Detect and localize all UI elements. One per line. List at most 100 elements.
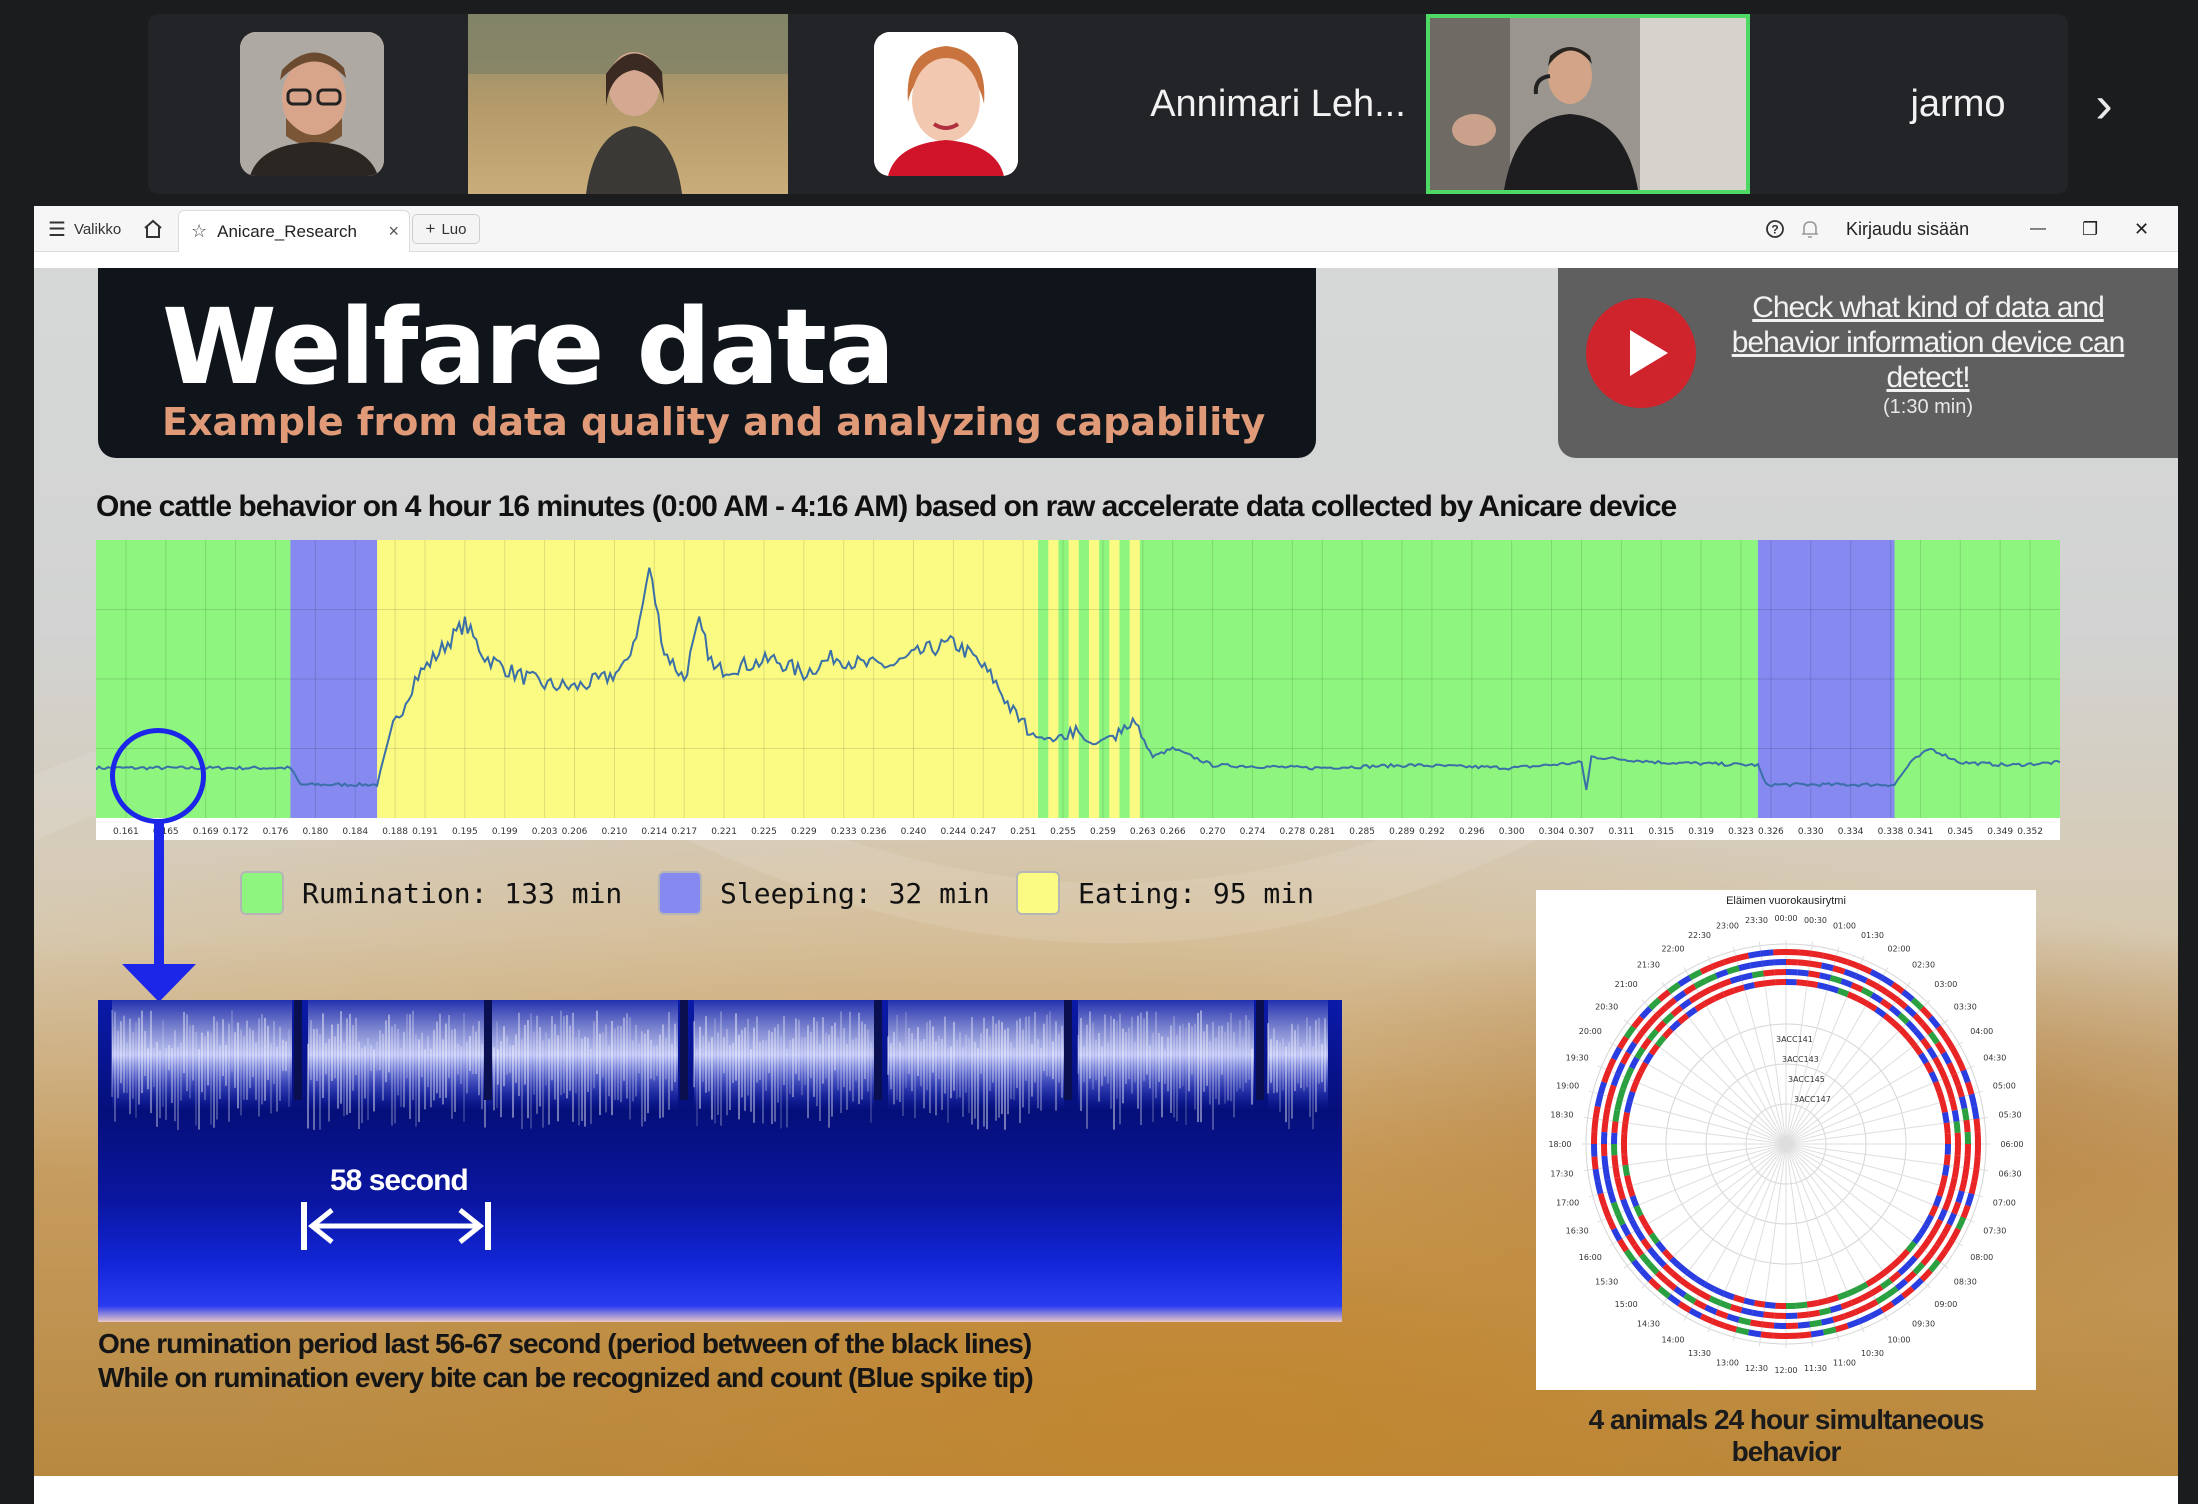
tab-close-icon[interactable]: × xyxy=(388,221,399,241)
participant-name[interactable]: Annimari Leh... xyxy=(1150,82,1406,125)
behavior-arc xyxy=(1865,1298,1879,1310)
video-link[interactable]: Check what kind of data and behavior inf… xyxy=(1731,291,2126,394)
behavior-arc xyxy=(1943,1238,1955,1253)
active-speaker-video[interactable] xyxy=(1426,14,1750,194)
help-icon[interactable]: ? xyxy=(1764,206,1786,252)
x-tick-label: 0.206 xyxy=(562,827,588,837)
hour-label: 23:30 xyxy=(1745,916,1768,925)
behavior-band xyxy=(1068,540,1080,818)
polar-spoke xyxy=(1588,1090,1787,1145)
hour-label: 19:30 xyxy=(1566,1054,1589,1063)
behavior-arc xyxy=(1735,1326,1750,1336)
behavior-arc xyxy=(1923,1061,1934,1074)
x-tick-label: 0.259 xyxy=(1090,827,1116,837)
behavior-arc xyxy=(1667,1293,1681,1307)
behavior-arc xyxy=(1629,1080,1640,1093)
tab-anicare-research[interactable]: ☆ Anicare_Research × xyxy=(178,210,410,252)
x-tick-label: 0.236 xyxy=(861,827,887,837)
behavior-arc xyxy=(1935,1025,1949,1039)
polar-spoke xyxy=(1732,946,1787,1145)
behavior-arc xyxy=(1607,1084,1617,1098)
title-box: Welfare data Example from data quality a… xyxy=(98,268,1316,458)
behavior-arc xyxy=(1928,1243,1940,1257)
behavior-arc xyxy=(1617,1035,1629,1050)
new-tab-label: Luo xyxy=(441,220,467,238)
participant-video[interactable] xyxy=(468,14,788,194)
hour-label: 06:00 xyxy=(2000,1140,2023,1149)
behavior-arc xyxy=(1913,1028,1925,1042)
behavior-arc xyxy=(1949,1098,1958,1112)
behavior-arc xyxy=(1822,952,1837,962)
x-tick-label: 0.326 xyxy=(1758,827,1784,837)
star-icon[interactable]: ☆ xyxy=(191,221,208,241)
legend-swatch xyxy=(240,871,284,915)
play-icon[interactable] xyxy=(1586,298,1696,408)
login-button[interactable]: Kirjaudu sisään xyxy=(1846,218,1970,239)
behavior-arc xyxy=(1955,1216,1967,1231)
behavior-arc xyxy=(1951,1109,1960,1122)
behavior-arc xyxy=(1806,1299,1819,1308)
behavior-arc xyxy=(1937,1208,1948,1222)
x-tick-label: 0.341 xyxy=(1908,827,1934,837)
hour-label: 02:00 xyxy=(1887,944,1910,953)
minimize-button[interactable]: — xyxy=(2030,220,2046,237)
behavior-arc xyxy=(1715,1309,1729,1320)
behavior-arc xyxy=(1827,1294,1840,1304)
behavior-arc xyxy=(1869,1307,1884,1319)
behavior-arc xyxy=(1920,1022,1933,1036)
behavior-arc xyxy=(1890,1256,1903,1269)
behavior-arc xyxy=(1796,1311,1809,1319)
period-divider xyxy=(874,1000,882,1100)
behavior-arc xyxy=(1760,1331,1774,1339)
behavior-arc xyxy=(1882,1013,1895,1025)
behavior-arc xyxy=(1951,1201,1962,1215)
behavior-arc xyxy=(1655,1240,1667,1253)
behavior-arc xyxy=(1735,952,1750,962)
polar-spoke xyxy=(1785,1143,1931,1289)
x-tick-label: 0.188 xyxy=(382,827,408,837)
behavior-arc xyxy=(1693,1298,1707,1310)
hour-label: 05:00 xyxy=(1993,1082,2016,1091)
behavior-arc xyxy=(1894,997,1908,1010)
arrow-shaft xyxy=(154,823,164,966)
behavior-band xyxy=(1038,540,1049,818)
new-tab-button[interactable]: + Luo xyxy=(412,214,480,244)
behavior-arc xyxy=(1673,990,1687,1002)
participant-name[interactable]: jarmo xyxy=(1910,82,2006,125)
restore-button[interactable]: ❐ xyxy=(2082,218,2099,239)
participant-tile[interactable] xyxy=(236,14,396,194)
rumination-bursts xyxy=(111,1000,1328,1130)
behavior-arc xyxy=(1732,984,1745,994)
behavior-arc xyxy=(1968,1093,1978,1108)
behavior-band-sleeping xyxy=(290,540,378,818)
polar-caption: 4 animals 24 hour simultaneous behavior xyxy=(1588,1404,1985,1467)
close-window-button[interactable]: ✕ xyxy=(2134,218,2150,239)
behavior-arc xyxy=(1620,1051,1632,1065)
behavior-arc xyxy=(1939,1101,1948,1113)
hamburger-icon: ☰ xyxy=(48,218,66,241)
polar-spoke xyxy=(1732,1143,1787,1342)
x-tick-label: 0.214 xyxy=(641,827,667,837)
behavior-arc xyxy=(1685,1006,1698,1018)
hour-label: 04:30 xyxy=(1983,1054,2006,1063)
participant-tile[interactable] xyxy=(874,14,1034,194)
hour-label: 18:30 xyxy=(1550,1111,1573,1120)
bell-icon[interactable] xyxy=(1800,206,1820,252)
behavior-arc xyxy=(1683,1292,1697,1305)
hour-label: 11:30 xyxy=(1804,1364,1827,1373)
chevron-right-icon[interactable]: › xyxy=(2095,76,2113,134)
menu-button[interactable]: ☰ Valikko xyxy=(48,206,121,252)
home-icon[interactable] xyxy=(142,206,164,252)
hour-label: 22:30 xyxy=(1688,931,1711,940)
behavior-arc xyxy=(1920,1252,1933,1266)
behavior-band-sleeping xyxy=(1757,540,1895,818)
behavior-band-eating xyxy=(377,540,1039,818)
behavior-arc xyxy=(1670,1271,1684,1283)
behavior-arc xyxy=(1654,1020,1667,1033)
behavior-arc xyxy=(1961,1107,1970,1121)
behavior-arc xyxy=(1621,1154,1629,1166)
series-label: 3ACC141 xyxy=(1776,1035,1813,1044)
polar-spoke xyxy=(1588,1143,1787,1198)
behavior-arc xyxy=(1846,1318,1861,1329)
behavior-arc xyxy=(1875,1292,1889,1305)
